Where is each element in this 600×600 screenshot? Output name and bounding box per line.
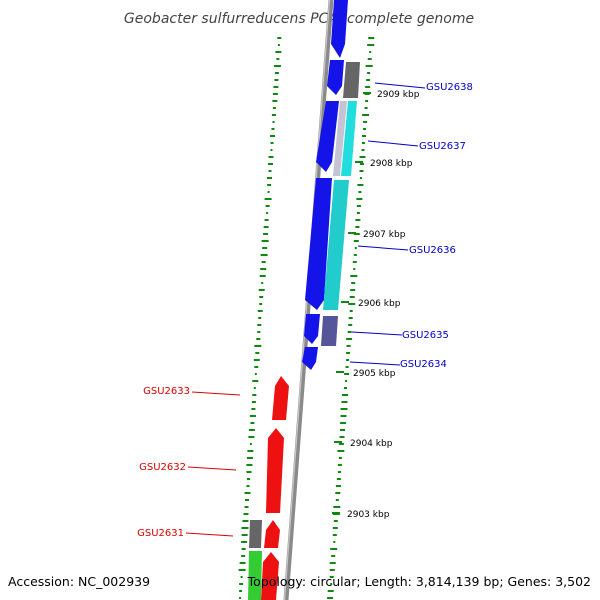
gene-arrow-forward[interactable] bbox=[331, 0, 348, 58]
kbp-label: 2909 kbp bbox=[377, 90, 420, 100]
kbp-label: 2906 kbp bbox=[358, 299, 401, 309]
gene-label-gsu2635[interactable]: GSU2635 bbox=[402, 330, 449, 341]
kbp-label: 2903 kbp bbox=[347, 510, 390, 520]
topology-text: Topology: circular; Length: 3,814,139 bp… bbox=[247, 574, 591, 589]
gene-arrow-gsu2634[interactable] bbox=[302, 347, 318, 370]
gene-green[interactable] bbox=[248, 551, 262, 600]
gene-arrow-gsu2632[interactable] bbox=[266, 428, 284, 513]
gene-label-gsu2638[interactable]: GSU2638 bbox=[426, 82, 473, 93]
kbp-label: 2907 kbp bbox=[363, 230, 406, 240]
accession-text: Accession: NC_002939 bbox=[8, 574, 150, 589]
gene-gsu2635-slate[interactable] bbox=[321, 316, 338, 346]
gene-gsu2631-gray[interactable] bbox=[249, 520, 262, 548]
label-leader-lines bbox=[185, 82, 426, 537]
map-title: Geobacter sulfurreducens PCA, complete g… bbox=[124, 11, 474, 27]
reverse-strand-features bbox=[248, 376, 289, 600]
gc-track-inner bbox=[238, 37, 282, 599]
gene-gsu2637-light[interactable] bbox=[333, 101, 347, 176]
gene-arrow-gsu2636[interactable] bbox=[305, 178, 332, 310]
gene-label-gsu2637[interactable]: GSU2637 bbox=[419, 141, 466, 152]
gene-arrow-forward[interactable] bbox=[327, 60, 344, 95]
gene-arrow-gsu2637[interactable] bbox=[316, 101, 339, 172]
gene-label-gsu2631[interactable]: GSU2631 bbox=[137, 528, 184, 539]
gene-label-gsu2634[interactable]: GSU2634 bbox=[400, 359, 447, 370]
gc-track-outer bbox=[327, 37, 375, 599]
gene-label-gsu2632[interactable]: GSU2632 bbox=[139, 462, 186, 473]
gene-label-gsu2633[interactable]: GSU2633 bbox=[143, 386, 190, 397]
gene-arrow-reverse[interactable] bbox=[261, 552, 279, 600]
gene-gsu2638-gray[interactable] bbox=[343, 62, 360, 98]
gene-arrow-forward[interactable] bbox=[304, 314, 320, 344]
kbp-label: 2908 kbp bbox=[370, 159, 413, 169]
outer-ring-features bbox=[321, 62, 360, 346]
gene-arrow-reverse[interactable] bbox=[264, 520, 280, 548]
gene-label-gsu2636[interactable]: GSU2636 bbox=[409, 245, 456, 256]
kbp-labels: 2909 kbp 2908 kbp 2907 kbp 2906 kbp 2905… bbox=[347, 90, 420, 520]
gene-gsu2637-cyan[interactable] bbox=[341, 101, 357, 176]
kbp-label: 2904 kbp bbox=[350, 439, 393, 449]
gene-arrow-gsu2633[interactable] bbox=[272, 376, 289, 420]
kbp-ticks bbox=[332, 92, 371, 514]
kbp-label: 2905 kbp bbox=[353, 369, 396, 379]
forward-strand-features bbox=[302, 0, 348, 370]
gene-labels: GSU2638 GSU2637 GSU2636 GSU2635 GSU2634 … bbox=[137, 82, 473, 539]
gene-gsu2636-cyan[interactable] bbox=[323, 180, 349, 310]
